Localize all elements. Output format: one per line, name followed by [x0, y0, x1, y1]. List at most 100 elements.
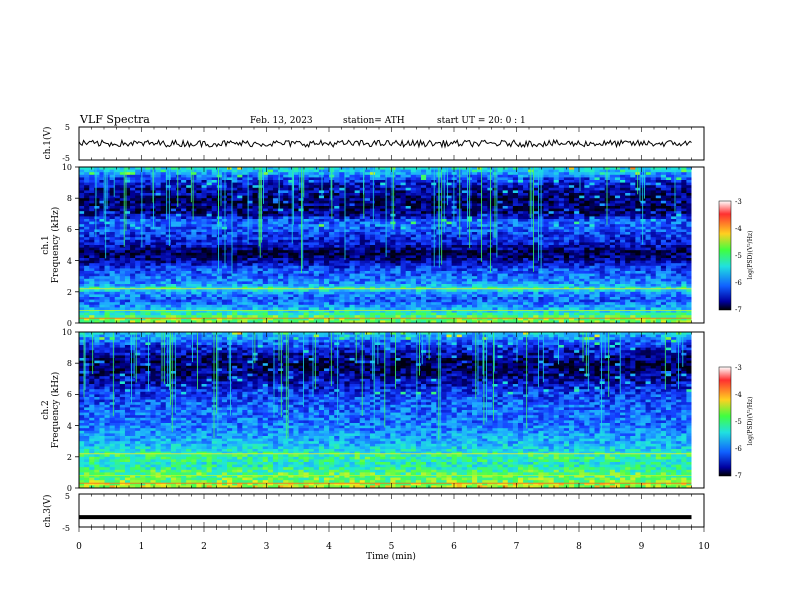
spectrogram-cell: [150, 229, 156, 233]
spectrogram-cell: [344, 219, 350, 222]
spectrogram-cell: [318, 252, 325, 256]
spectrogram-cell: [339, 195, 345, 199]
spectrogram-cell: [426, 190, 432, 194]
spectrogram-cell: [119, 203, 126, 207]
spectrogram-cell: [186, 174, 192, 178]
spectrogram-cell: [477, 208, 483, 212]
spectrogram-cell: [354, 265, 361, 269]
spectrogram-cell: [620, 234, 626, 238]
spectrogram-cell: [227, 245, 233, 248]
spectrogram-cell: [380, 219, 386, 222]
spectrogram-cell: [655, 195, 662, 199]
spectrogram-cell: [267, 268, 274, 272]
spectrogram-cell: [124, 237, 131, 241]
spectrogram-cell: [477, 216, 483, 220]
spectrogram-cell: [563, 169, 570, 173]
spectrogram-cell: [349, 203, 356, 207]
spectrogram-cell: [630, 221, 636, 225]
spectrogram-cell: [650, 187, 657, 191]
spectrogram-cell: [671, 250, 677, 254]
spectrogram-cell: [318, 206, 325, 209]
spectrogram-cell: [324, 185, 330, 189]
spectrogram-cell: [635, 247, 641, 251]
spectrogram-cell: [308, 190, 315, 194]
spectrogram-cell: [191, 187, 197, 191]
spectrogram-cell: [563, 195, 570, 199]
spectrogram-cell: [247, 177, 253, 181]
spectrogram-cell: [216, 185, 223, 189]
spectrogram-cell: [569, 258, 575, 261]
spectrogram-cell: [477, 213, 483, 217]
spectrogram-cell: [89, 226, 95, 230]
spectrogram-cell: [579, 190, 585, 194]
spectrogram-cell: [599, 250, 606, 254]
spectrogram-cell: [589, 219, 595, 222]
spectrogram-cell: [334, 245, 340, 248]
spectrogram-cell: [109, 255, 116, 259]
spectrogram-cell: [400, 250, 407, 254]
spectrogram-cell: [293, 198, 299, 202]
spectrogram-cell: [599, 185, 606, 189]
spectrogram-cell: [318, 245, 325, 248]
spectrogram-cell: [523, 200, 529, 204]
spectrogram-cell: [625, 172, 631, 176]
spectrogram-cell: [609, 193, 616, 196]
spectrogram-cell: [109, 237, 116, 241]
spectrogram-cell: [645, 216, 652, 220]
spectrogram-cell: [130, 234, 136, 238]
spectrogram-cell: [227, 174, 233, 178]
spectrogram-cell: [558, 224, 565, 228]
spectrogram-cell: [676, 239, 682, 243]
spectrogram-cell: [645, 187, 652, 191]
spectrogram-cell: [359, 260, 366, 264]
spectrogram-cell: [630, 190, 636, 194]
spectrogram-cell: [211, 232, 218, 235]
spectrogram-cell: [594, 234, 601, 238]
spectrogram-cell: [665, 195, 672, 199]
spectrogram-cell: [497, 265, 504, 269]
spectrogram-cell: [318, 250, 325, 254]
spectrogram-cell: [308, 169, 315, 173]
spectrogram-cell: [446, 200, 452, 204]
spectrogram-cell: [579, 224, 585, 228]
spectrogram-cell: [533, 268, 539, 272]
spectrogram-cell: [211, 213, 218, 217]
spectrogram-cell: [303, 273, 310, 277]
spectrogram-cell: [278, 219, 284, 222]
spectrogram-cell: [119, 177, 126, 181]
spectrogram-cell: [293, 172, 299, 176]
spectrogram-cell: [354, 198, 361, 202]
spectrogram-cell: [385, 208, 391, 212]
spectrogram-cell: [313, 180, 320, 183]
spectrogram-cell: [375, 203, 381, 207]
spectrogram-cell: [324, 242, 330, 246]
spectrogram-cell: [267, 247, 274, 251]
spectrogram-cell: [186, 193, 192, 196]
spectrogram-cell: [609, 203, 616, 207]
spectrogram-cell: [523, 229, 529, 233]
spectrogram-cell: [99, 255, 105, 259]
spectrogram-cell: [594, 219, 601, 222]
spectrogram-cell: [676, 250, 682, 254]
spectrogram-cell: [252, 234, 259, 238]
spectrogram-cell: [99, 216, 105, 220]
spectrogram-cell: [272, 239, 279, 243]
spectrogram-cell: [242, 219, 248, 222]
spectrogram-cell: [671, 211, 677, 215]
spectrogram-cell: [400, 208, 407, 212]
spectrogram-cell: [517, 211, 524, 215]
spectrogram-cell: [324, 169, 330, 173]
spectrogram-cell: [558, 271, 565, 274]
spectrogram-cell: [405, 247, 412, 251]
spectrogram-cell: [472, 177, 478, 181]
spectrogram-cell: [620, 187, 626, 191]
spectrogram-cell: [477, 265, 483, 269]
spectrogram-cell: [237, 174, 243, 178]
spectrogram-cell: [635, 224, 641, 228]
spectrogram-cell: [650, 198, 657, 202]
spectrogram-cell: [216, 229, 223, 233]
spectrogram-cell: [84, 169, 90, 173]
spectrogram-cell: [548, 213, 555, 217]
spectrogram-cell: [635, 221, 641, 225]
spectrogram-cell: [242, 211, 248, 215]
